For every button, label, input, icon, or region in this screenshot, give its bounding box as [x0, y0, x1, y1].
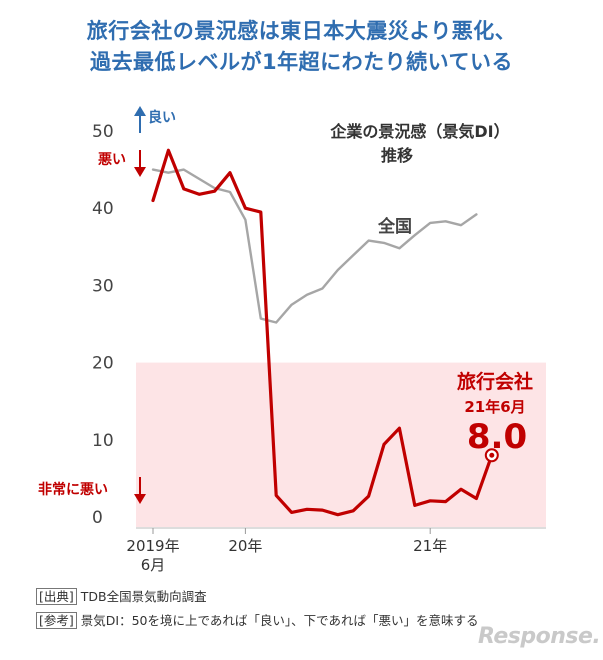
- headline-line-2: 過去最低レベルが1年超にわたり続いている: [90, 50, 513, 74]
- y-tick-label: 10: [92, 431, 114, 451]
- reference-note: [参考] 景気DI：50を境に上であれば「良い」、下であれば「悪い」を意味する: [36, 609, 479, 633]
- latest-point-dot: [489, 452, 495, 458]
- x-tick-label: 20年: [228, 537, 262, 555]
- very-bad-label: 非常に悪い: [38, 481, 108, 498]
- response-watermark: Response.: [478, 624, 601, 649]
- latest-value-label: 8.0: [467, 417, 527, 457]
- good-arrow-head: [134, 106, 146, 116]
- y-tick-label: 30: [92, 276, 114, 296]
- bad-zone-band: [136, 362, 546, 527]
- headline-line-1: 旅行会社の景況感は東日本大震災より悪化、: [86, 19, 517, 43]
- x-tick-label: 21年: [413, 537, 447, 555]
- reference-tag: [参考]: [36, 612, 77, 629]
- source-tag: [出典]: [36, 588, 77, 605]
- travel-series-label: 旅行会社: [457, 370, 533, 393]
- y-tick-label: 40: [92, 199, 114, 219]
- bad-arrow-head: [134, 167, 146, 177]
- national-series-label: 全国: [377, 216, 412, 237]
- bad-label: 悪い: [98, 152, 126, 168]
- reference-text: 景気DI：50を境に上であれば「良い」、下であれば「悪い」を意味する: [80, 613, 479, 628]
- latest-period-label: 21年6月: [464, 398, 525, 416]
- good-label: 良い: [148, 109, 176, 126]
- x-tick-label-line2: 6月: [141, 556, 166, 574]
- series-line-travel: [151, 148, 494, 517]
- x-tick-label: 2019年: [126, 537, 179, 555]
- headline: 旅行会社の景況感は東日本大震災より悪化、 過去最低レベルが1年超にわたり続いてい…: [0, 16, 603, 78]
- source-text: TDB全国景気動向調査: [80, 589, 207, 604]
- y-tick-label: 50: [92, 122, 114, 142]
- y-tick-label: 20: [92, 354, 114, 374]
- notes: [出典] TDB全国景気動向調査 [参考] 景気DI：50を境に上であれば「良い」、…: [36, 585, 479, 633]
- chart-title-line2: 推移: [381, 146, 413, 165]
- y-tick-label: 0: [92, 508, 103, 528]
- chart-title: 企業の景況感（景気DI）: [329, 122, 509, 141]
- very-bad-arrow-head: [134, 494, 146, 504]
- series-line-national: [151, 168, 478, 324]
- source-note: [出典] TDB全国景気動向調査: [36, 585, 479, 609]
